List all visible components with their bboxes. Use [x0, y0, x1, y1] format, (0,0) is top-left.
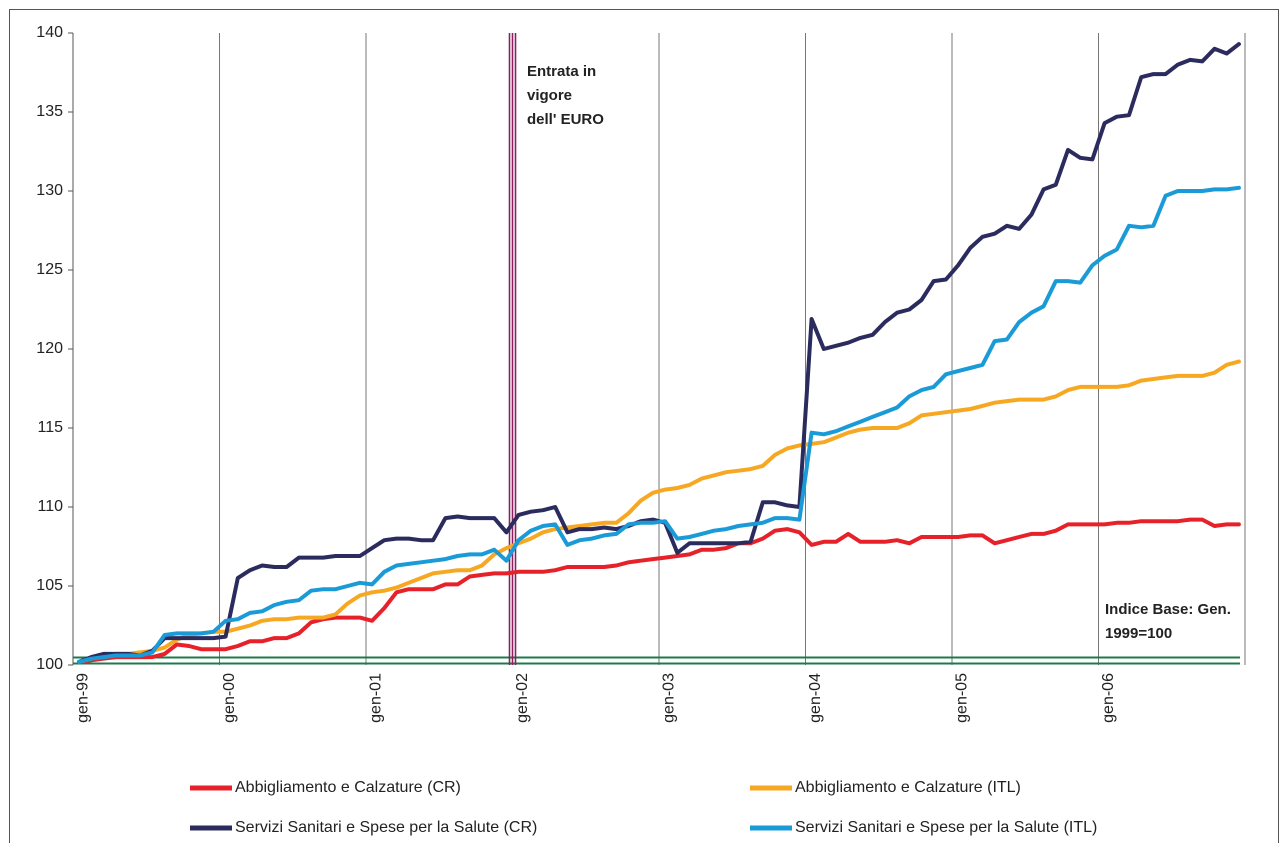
y-tick-label: 120 — [36, 340, 63, 357]
annotation: dell' EURO — [527, 111, 604, 128]
x-tick-label: gen-04 — [807, 673, 824, 723]
y-tick-label: 105 — [36, 577, 63, 594]
x-tick-label: gen-06 — [1100, 673, 1117, 723]
y-tick-label: 115 — [37, 419, 63, 436]
x-tick-label: gen-02 — [514, 673, 531, 723]
annotation: vigore — [527, 87, 572, 104]
legend-label: Abbigliamento e Calzature (ITL) — [795, 779, 1021, 796]
legend-label: Abbigliamento e Calzature (CR) — [235, 779, 461, 796]
series-line — [77, 517, 1241, 664]
y-tick-label: 110 — [37, 498, 63, 515]
legend-label: Servizi Sanitari e Spese per la Salute (… — [235, 819, 537, 836]
x-tick-label: gen-00 — [221, 673, 238, 723]
x-tick-label: gen-03 — [660, 673, 677, 723]
annotation: 1999=100 — [1105, 625, 1172, 642]
series-line — [77, 185, 1241, 664]
y-tick-label: 140 — [36, 24, 63, 41]
legend-label: Servizi Sanitari e Spese per la Salute (… — [795, 819, 1097, 836]
x-tick-label: gen-01 — [367, 673, 384, 723]
annotation: Indice Base: Gen. — [1105, 601, 1231, 618]
series-line — [77, 359, 1241, 664]
y-tick-label: 135 — [36, 103, 63, 120]
y-tick-label: 100 — [36, 656, 63, 673]
y-tick-label: 125 — [36, 261, 63, 278]
chart-border — [9, 9, 1279, 843]
x-tick-label: gen-05 — [953, 673, 970, 723]
x-tick-label: gen-99 — [74, 673, 91, 723]
y-tick-label: 130 — [36, 182, 63, 199]
annotation: Entrata in — [527, 63, 596, 80]
